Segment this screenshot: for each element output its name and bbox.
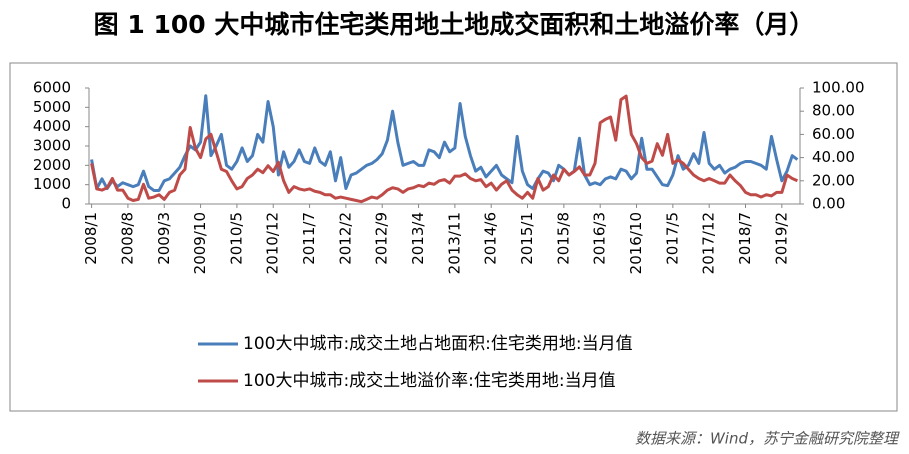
legend-label: 100大中城市:成交土地占地面积:住宅类用地:当月值 (243, 334, 633, 354)
x-tick-label: 2018/7 (736, 212, 754, 265)
y2-tick-label: 80.00 (812, 102, 855, 120)
x-tick-label: 2015/8 (554, 212, 572, 265)
x-tick-label: 2013/4 (409, 212, 427, 265)
x-tick-label: 2012/9 (373, 212, 391, 265)
x-tick-label: 2008/1 (82, 212, 100, 265)
x-tick-label: 2017/12 (700, 212, 718, 274)
x-tick-label: 2009/3 (155, 212, 173, 265)
y2-tick-label: 60.00 (812, 125, 855, 143)
x-tick-label: 2017/5 (663, 212, 681, 265)
chart-title: 图 1 100 大中城市住宅类用地土地成交面积和土地溢价率（月） (94, 10, 815, 39)
x-tick-label: 2008/8 (118, 212, 136, 265)
y2-tick-label: 0.00 (812, 195, 845, 213)
chart-frame (9, 62, 898, 412)
y-tick-label: 6000 (33, 79, 71, 97)
x-tick-label: 2009/10 (191, 212, 209, 274)
y-tick-label: 4000 (33, 117, 71, 135)
y-tick-label: 3000 (33, 137, 71, 155)
series-line (90, 94, 799, 192)
y-tick-label: 0 (61, 195, 71, 213)
legend-label: 100大中城市:成交土地溢价率:住宅类用地:当月值 (243, 371, 616, 391)
x-tick-label: 2016/10 (627, 212, 645, 274)
x-tick-label: 2012/2 (336, 212, 354, 265)
y2-tick-label: 40.00 (812, 148, 855, 166)
y2-tick-label: 20.00 (812, 171, 855, 189)
x-tick-label: 2019/2 (772, 212, 790, 265)
series-line (90, 94, 799, 204)
x-tick-label: 2014/6 (482, 212, 500, 265)
y-tick-label: 1000 (33, 175, 71, 193)
x-tick-label: 2010/5 (227, 212, 245, 265)
x-tick-label: 2010/12 (264, 212, 282, 274)
y-tick-label: 5000 (33, 98, 71, 116)
x-tick-label: 2016/3 (591, 212, 609, 265)
source-note: 数据来源：Wind，苏宁金融研究院整理 (635, 430, 900, 448)
y2-tick-label: 100.00 (812, 79, 865, 97)
x-tick-label: 2015/1 (518, 212, 536, 265)
x-tick-label: 2011/7 (300, 212, 318, 265)
x-tick-label: 2013/11 (445, 212, 463, 274)
y-tick-label: 2000 (33, 156, 71, 174)
